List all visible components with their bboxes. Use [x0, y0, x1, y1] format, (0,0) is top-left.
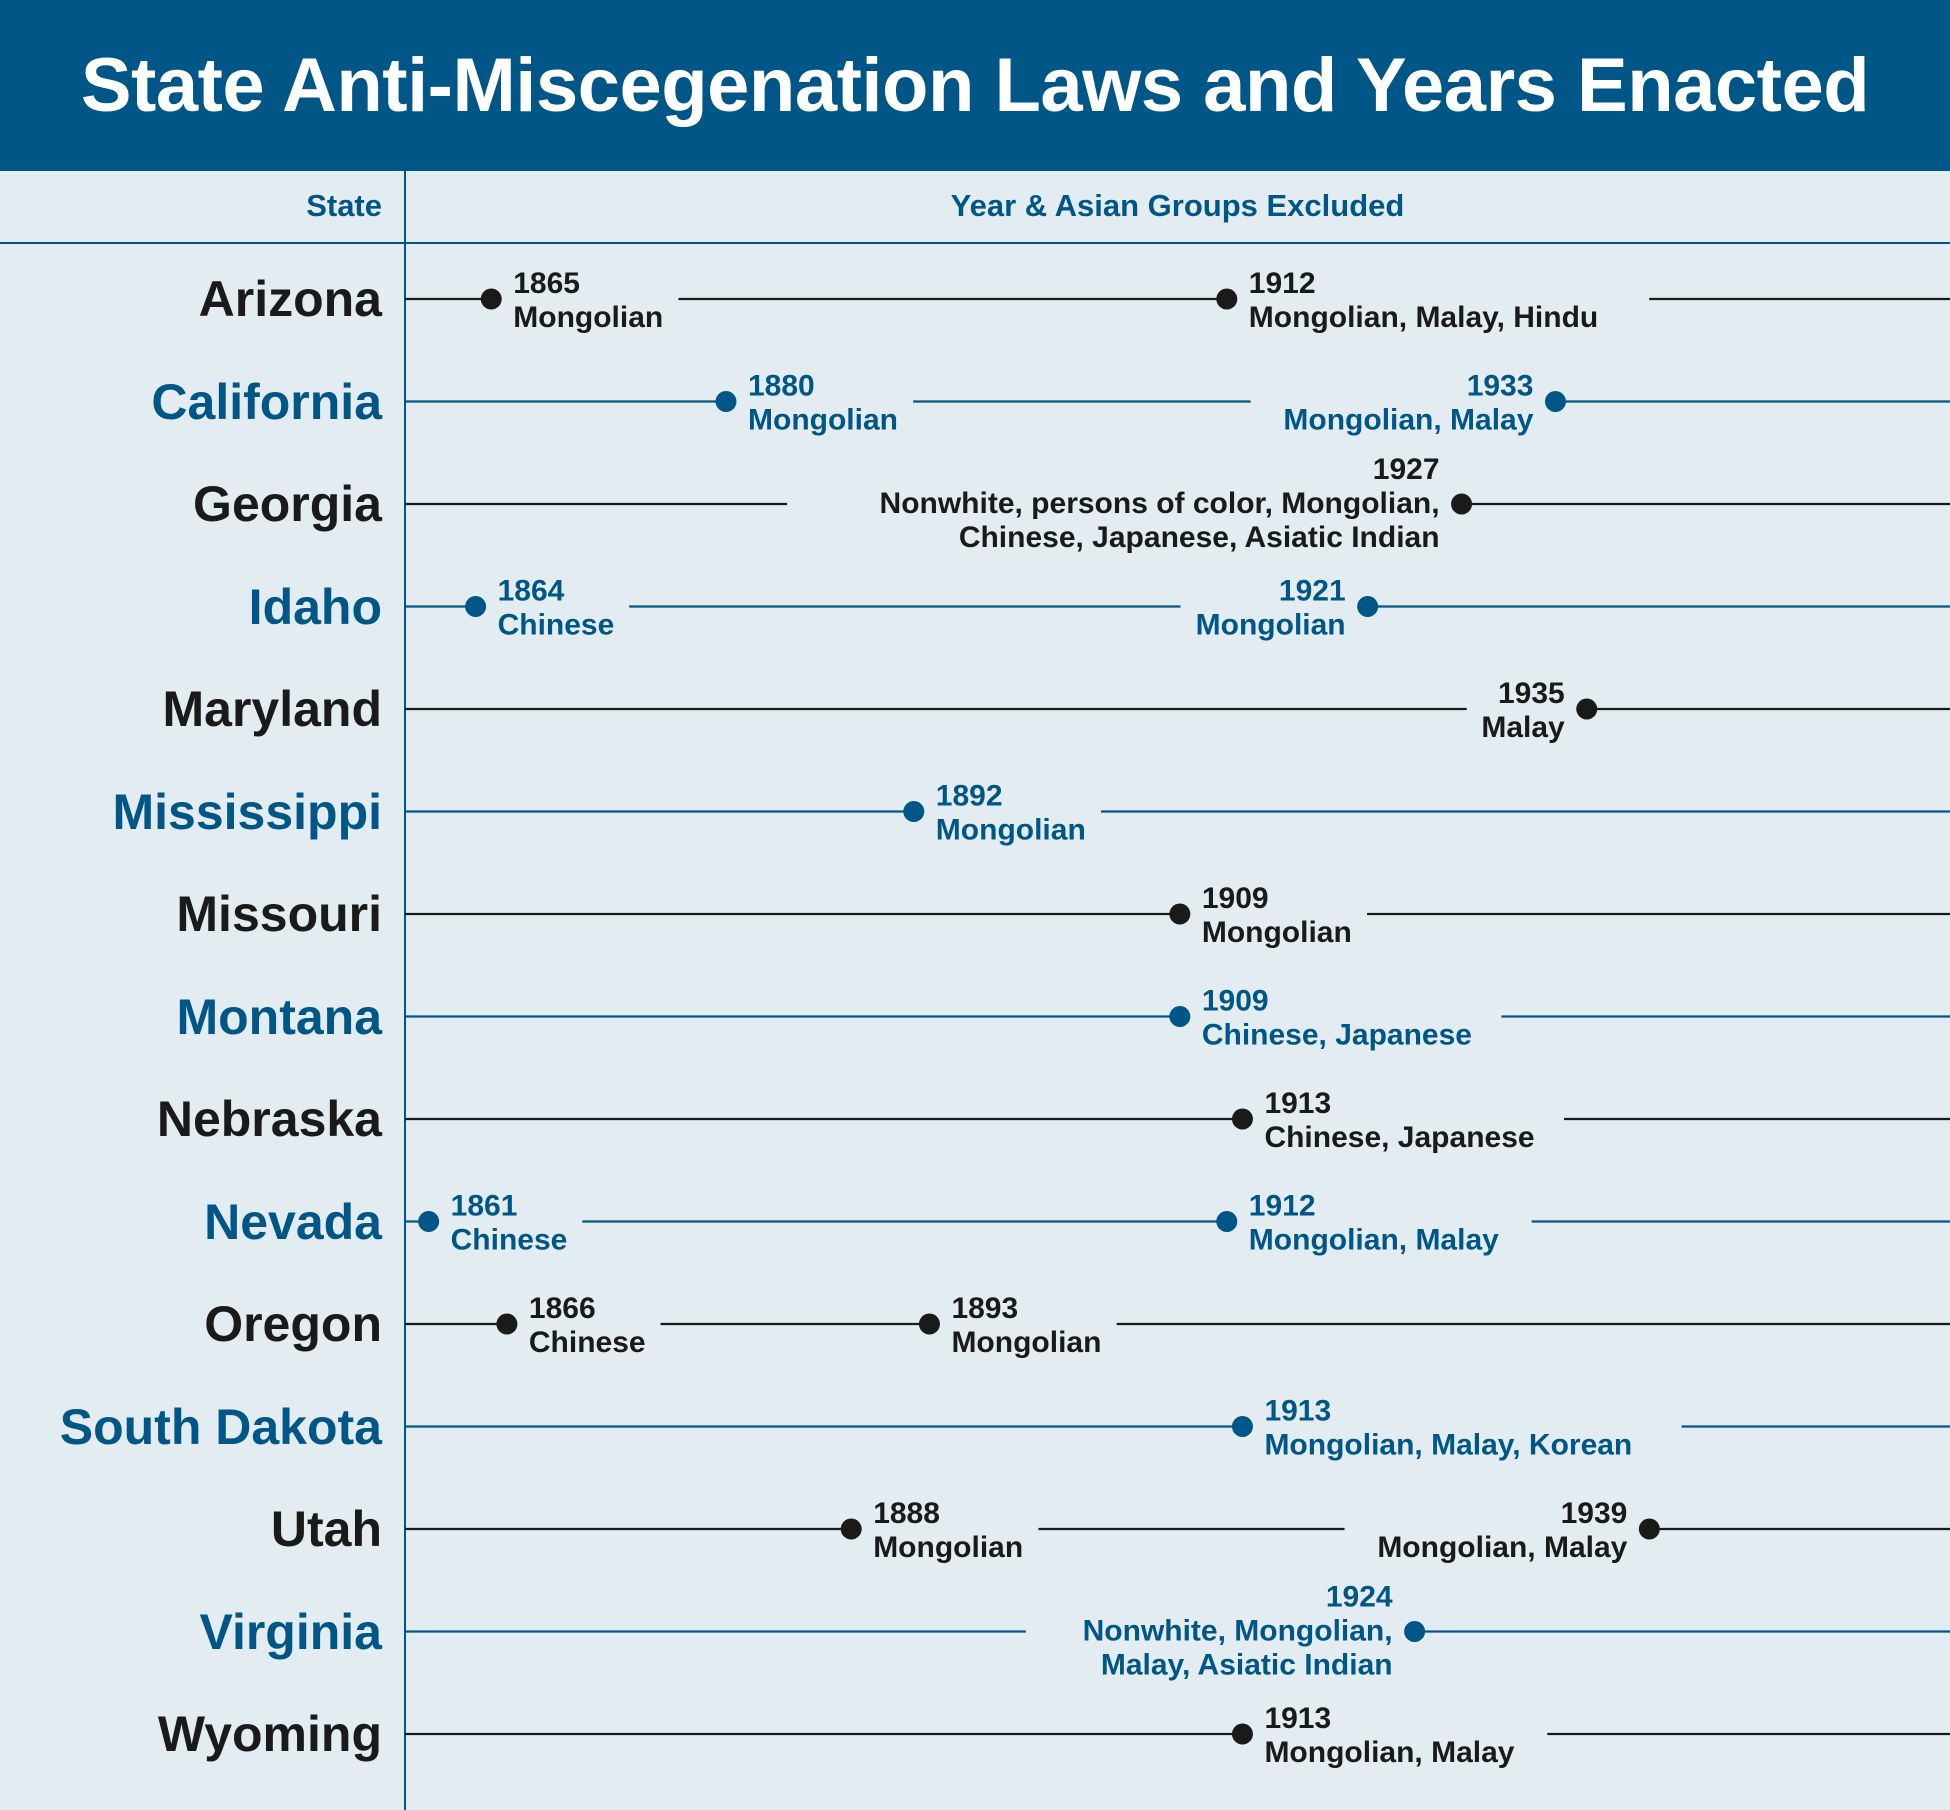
state-label-oregon: Oregon: [204, 1296, 382, 1352]
event-groups-california-1933: Mongolian, Malay: [1283, 404, 1533, 437]
state-label-nevada: Nevada: [204, 1193, 382, 1250]
event-year-oregon-1893: 1893: [951, 1292, 1018, 1325]
event-year-idaho-1921: 1921: [1279, 575, 1346, 608]
event-year-oregon-1866: 1866: [529, 1292, 596, 1325]
event-year-missouri-1909: 1909: [1202, 882, 1269, 915]
state-label-maryland: Maryland: [162, 681, 382, 737]
event-year-montana-1909: 1909: [1202, 985, 1269, 1018]
event-groups-nevada-1861: Chinese: [451, 1224, 568, 1257]
event-groups-arizona-1865: Mongolian: [513, 301, 663, 334]
event-groups-montana-1909: Chinese, Japanese: [1202, 1019, 1472, 1052]
event-year-utah-1888: 1888: [873, 1497, 940, 1530]
chart-title: State Anti-Miscegenation Laws and Years …: [80, 43, 1870, 128]
event-groups-idaho-1921: Mongolian: [1196, 609, 1346, 642]
header-divider: [0, 242, 1950, 244]
event-dot-arizona-1865: [480, 288, 502, 310]
state-label-montana: Montana: [176, 988, 382, 1045]
event-dot-south-dakota-1913: [1231, 1416, 1253, 1437]
event-dot-maryland-1935: [1576, 698, 1598, 720]
event-dot-mississippi-1892: [903, 801, 925, 822]
event-groups-nevada-1912: Mongolian, Malay: [1249, 1224, 1499, 1257]
event-dot-montana-1909: [1169, 1006, 1191, 1027]
event-dot-georgia-1927: [1451, 493, 1473, 515]
event-dot-wyoming-1913: [1231, 1723, 1253, 1745]
event-groups-utah-1888: Mongolian: [873, 1531, 1023, 1564]
event-year-california-1880: 1880: [748, 370, 815, 403]
event-year-virginia-1924: 1924: [1326, 1581, 1393, 1614]
event-groups-virginia-1924: Malay, Asiatic Indian: [1101, 1649, 1393, 1682]
state-label-idaho: Idaho: [248, 578, 382, 635]
state-label-missouri: Missouri: [176, 886, 382, 942]
event-dot-missouri-1909: [1169, 903, 1191, 925]
state-label-mississippi: Mississippi: [112, 783, 382, 840]
event-groups-california-1880: Mongolian: [748, 404, 898, 437]
event-dot-oregon-1866: [496, 1313, 518, 1335]
event-dot-nevada-1912: [1216, 1211, 1238, 1232]
event-year-utah-1939: 1939: [1561, 1497, 1628, 1530]
event-year-nebraska-1913: 1913: [1264, 1087, 1331, 1120]
event-year-mississippi-1892: 1892: [936, 780, 1003, 813]
title-bar: State Anti-Miscegenation Laws and Years …: [0, 0, 1950, 171]
event-year-nevada-1912: 1912: [1249, 1190, 1316, 1223]
event-dot-nevada-1861: [418, 1211, 440, 1232]
state-label-south-dakota: South Dakota: [59, 1398, 382, 1455]
event-dot-virginia-1924: [1404, 1621, 1426, 1642]
event-groups-oregon-1893: Mongolian: [951, 1326, 1101, 1359]
event-groups-wyoming-1913: Mongolian, Malay: [1264, 1736, 1514, 1769]
state-column-divider: [404, 171, 406, 1810]
event-groups-idaho-1864: Chinese: [498, 609, 615, 642]
event-dot-idaho-1864: [465, 596, 487, 617]
event-groups-virginia-1924: Nonwhite, Mongolian,: [1083, 1615, 1393, 1648]
event-year-california-1933: 1933: [1467, 370, 1534, 403]
event-groups-mississippi-1892: Mongolian: [936, 814, 1086, 847]
state-label-california: California: [151, 373, 382, 430]
event-year-maryland-1935: 1935: [1498, 677, 1565, 710]
column-header-state: State: [306, 188, 382, 223]
event-groups-maryland-1935: Malay: [1481, 711, 1565, 744]
event-dot-nebraska-1913: [1231, 1108, 1253, 1130]
event-dot-idaho-1921: [1357, 596, 1379, 617]
event-dot-oregon-1893: [918, 1313, 940, 1335]
column-header-years: Year & Asian Groups Excluded: [950, 188, 1405, 223]
state-label-wyoming: Wyoming: [157, 1706, 382, 1762]
state-label-utah: Utah: [270, 1501, 382, 1557]
event-groups-arizona-1912: Mongolian, Malay, Hindu: [1249, 301, 1598, 334]
event-dot-utah-1888: [840, 1518, 862, 1540]
state-label-arizona: Arizona: [198, 271, 382, 327]
event-groups-missouri-1909: Mongolian: [1202, 916, 1352, 949]
event-groups-georgia-1927: Nonwhite, persons of color, Mongolian,: [880, 487, 1440, 520]
event-year-georgia-1927: 1927: [1373, 453, 1440, 486]
event-groups-utah-1939: Mongolian, Malay: [1377, 1531, 1627, 1564]
event-year-south-dakota-1913: 1913: [1264, 1395, 1331, 1428]
event-dot-california-1933: [1544, 391, 1566, 412]
event-year-wyoming-1913: 1913: [1264, 1702, 1331, 1735]
state-label-georgia: Georgia: [193, 476, 382, 532]
event-groups-oregon-1866: Chinese: [529, 1326, 646, 1359]
event-year-arizona-1865: 1865: [513, 267, 580, 300]
event-year-nevada-1861: 1861: [451, 1190, 518, 1223]
event-year-arizona-1912: 1912: [1249, 267, 1316, 300]
state-label-nebraska: Nebraska: [156, 1091, 382, 1147]
event-groups-south-dakota-1913: Mongolian, Malay, Korean: [1264, 1429, 1632, 1462]
event-dot-utah-1939: [1638, 1518, 1660, 1540]
state-label-virginia: Virginia: [199, 1603, 382, 1660]
event-dot-arizona-1912: [1216, 288, 1238, 310]
event-groups-nebraska-1913: Chinese, Japanese: [1264, 1121, 1534, 1154]
event-year-idaho-1864: 1864: [498, 575, 565, 608]
event-dot-california-1880: [715, 391, 737, 412]
event-groups-georgia-1927: Chinese, Japanese, Asiatic Indian: [959, 521, 1440, 554]
